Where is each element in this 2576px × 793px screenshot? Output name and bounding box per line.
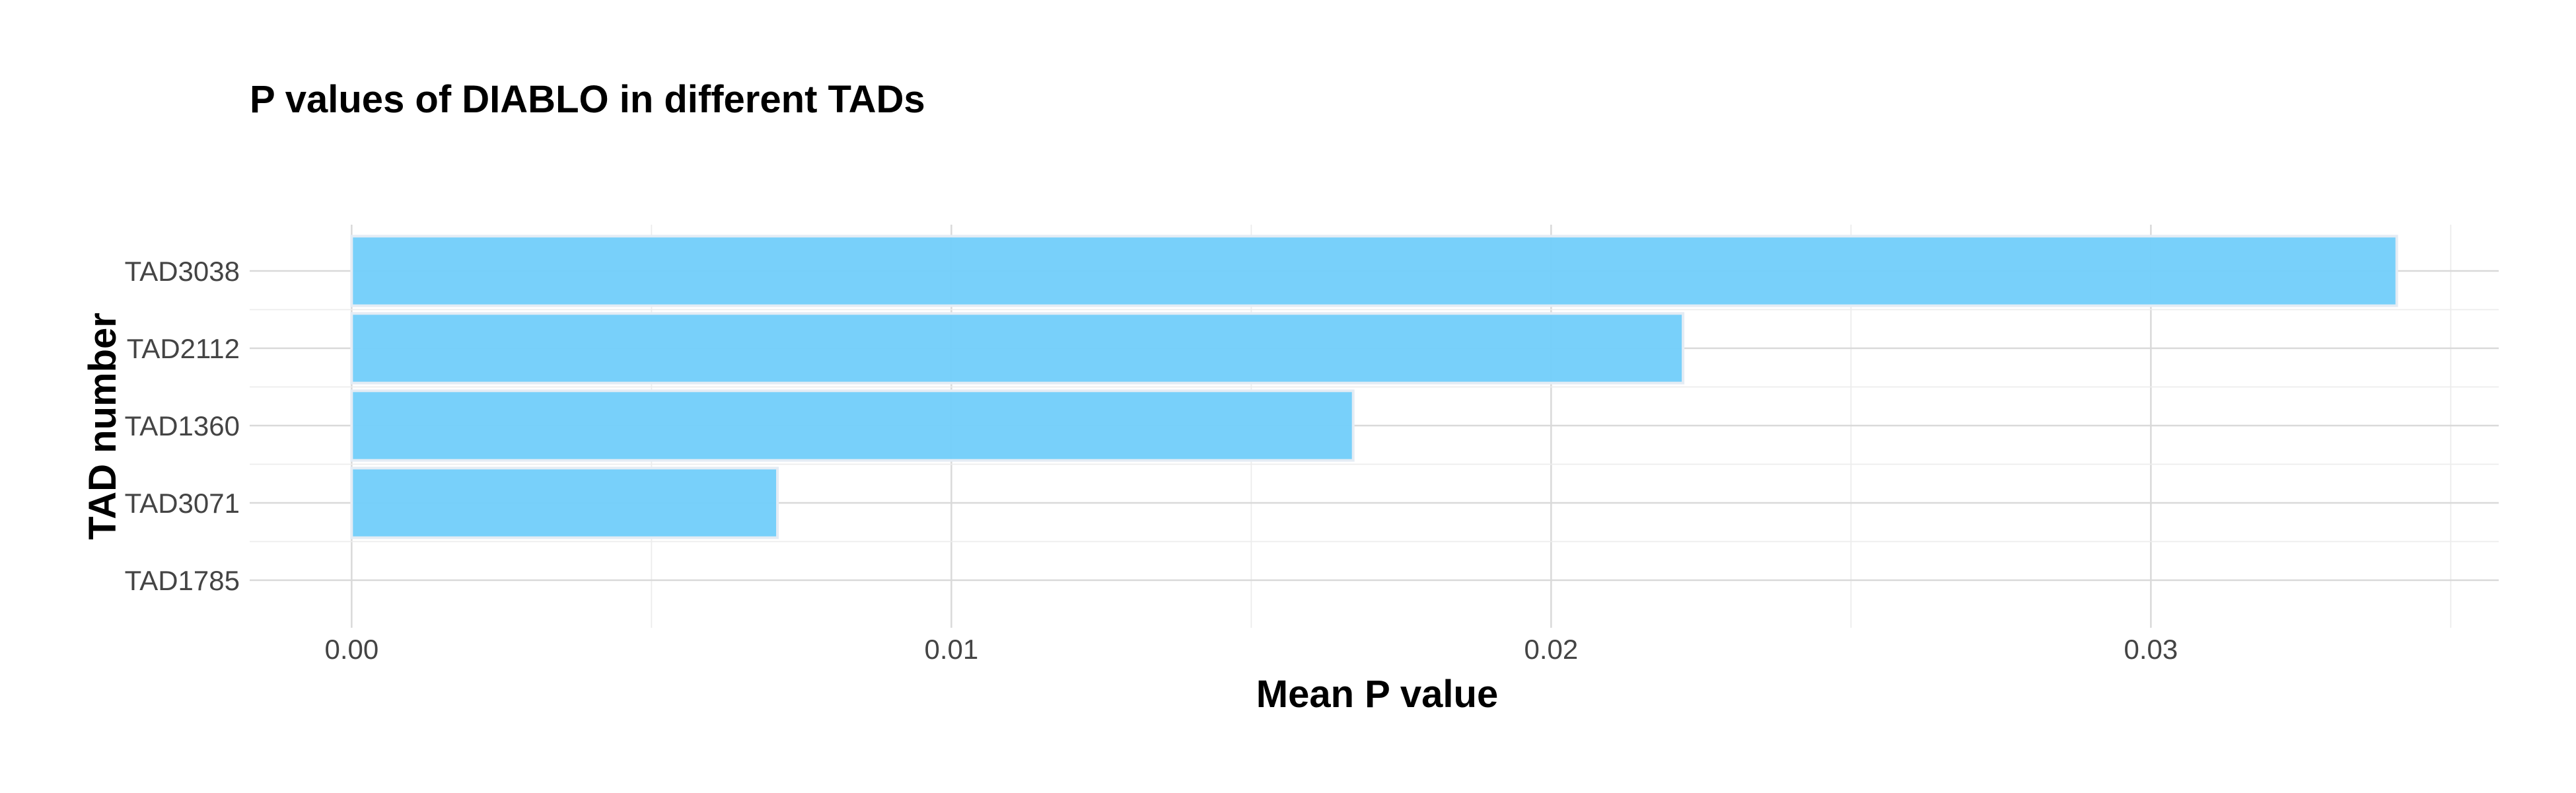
x-tick-label: 0.03 — [2124, 634, 2178, 665]
x-axis-title: Mean P value — [1256, 673, 1498, 716]
x-tick-label: 0.01 — [924, 634, 978, 665]
y-tick-label: TAD1360 — [125, 410, 240, 441]
bar-tad3071 — [350, 467, 779, 539]
x-tick-label: 0.00 — [324, 634, 378, 665]
y-tick-label: TAD1785 — [125, 565, 240, 596]
bars — [350, 235, 2398, 539]
chart-title: P values of DIABLO in different TADs — [250, 78, 925, 121]
y-tick-label: TAD2112 — [127, 333, 240, 364]
y-tick-labels: TAD3038 TAD2112 TAD1360 TAD3071 TAD1785 — [125, 256, 240, 596]
y-axis-title: TAD number — [81, 313, 124, 540]
x-tick-labels: 0.00 0.01 0.02 0.03 — [324, 634, 2178, 665]
bar-tad2112 — [350, 312, 1685, 385]
y-tick-label: TAD3071 — [125, 488, 240, 519]
x-tick-label: 0.02 — [1524, 634, 1578, 665]
bar-tad3038 — [350, 235, 2398, 307]
bar-tad1360 — [350, 389, 1355, 462]
y-tick-label: TAD3038 — [125, 256, 240, 287]
